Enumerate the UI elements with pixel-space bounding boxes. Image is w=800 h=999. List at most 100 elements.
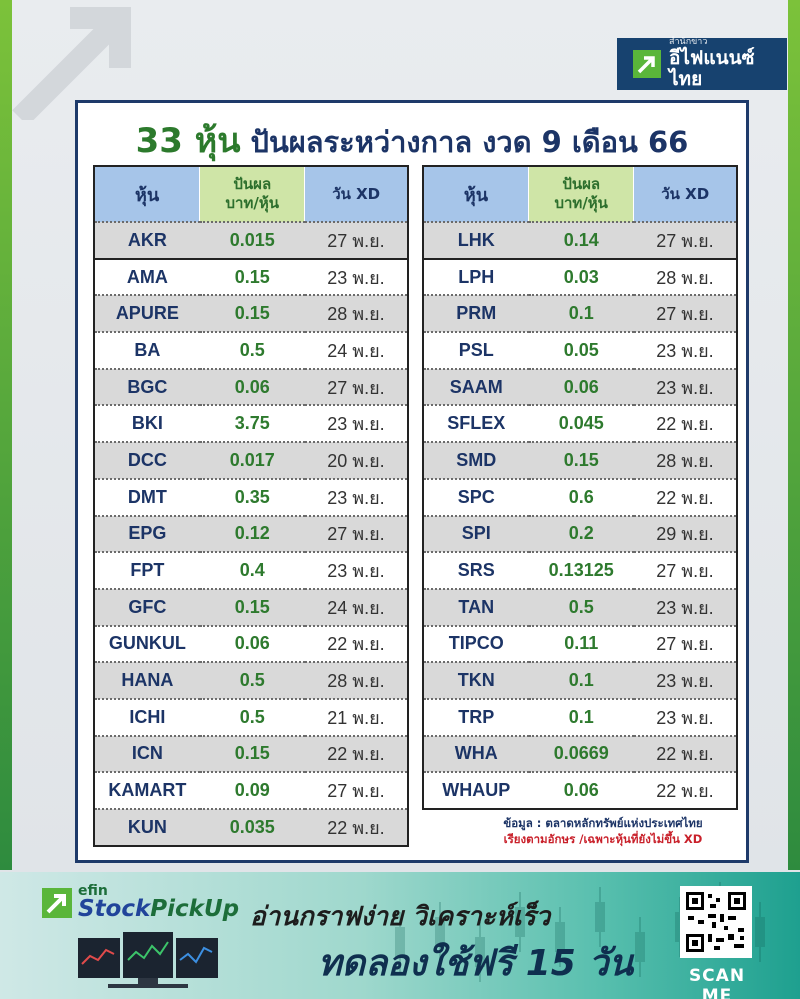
dividend-value: 0.14 — [528, 221, 634, 259]
dividend-value: 0.2 — [528, 514, 634, 553]
stock-symbol: TAN — [423, 587, 529, 626]
xd-date: 22 พ.ย. — [304, 624, 408, 663]
stock-symbol: SPC — [423, 477, 529, 516]
table-row: ICN 0.15 22 พ.ย. — [94, 734, 408, 773]
stock-symbol: AMA — [94, 257, 200, 296]
stock-symbol: HANA — [94, 661, 200, 699]
dividend-value: 0.06 — [199, 367, 305, 406]
qr-code-icon[interactable] — [680, 886, 752, 958]
table-row: LPH 0.03 28 พ.ย. — [423, 257, 737, 296]
title-count: 33 หุ้น — [135, 121, 241, 161]
table-row: BKI 3.75 23 พ.ย. — [94, 404, 408, 443]
logo-arrow-icon — [633, 50, 661, 78]
stock-symbol: EPG — [94, 514, 200, 553]
dividend-value: 0.12 — [199, 514, 305, 553]
dividend-value: 0.5 — [199, 661, 305, 699]
stock-symbol: SRS — [423, 551, 529, 589]
header-dividend: ปันผล บาท/หุ้น — [528, 166, 635, 222]
dividend-value: 0.15 — [199, 294, 305, 333]
table-row: GFC 0.15 24 พ.ย. — [94, 587, 408, 626]
header-dividend-line2: บาท/หุ้น — [225, 194, 279, 212]
dividend-value: 0.5 — [199, 697, 305, 736]
xd-date: 24 พ.ย. — [304, 587, 408, 626]
stock-symbol: KUN — [94, 808, 200, 846]
dividend-value: 0.35 — [199, 477, 305, 516]
xd-date: 23 พ.ย. — [633, 331, 737, 369]
header-xd: วัน XD — [633, 166, 738, 222]
table-row: WHAUP 0.06 22 พ.ย. — [423, 771, 737, 809]
stock-symbol: WHA — [423, 734, 529, 773]
table-row: BA 0.5 24 พ.ย. — [94, 331, 408, 369]
dividend-value: 0.0669 — [528, 734, 634, 773]
xd-date: 22 พ.ย. — [304, 734, 408, 773]
dividend-value: 0.05 — [528, 331, 634, 369]
scan-me-label: SCAN ME — [688, 966, 746, 999]
xd-date: 27 พ.ย. — [633, 624, 737, 663]
xd-date: 27 พ.ย. — [304, 771, 408, 809]
stock-symbol: SPI — [423, 514, 529, 553]
xd-date: 22 พ.ย. — [633, 734, 737, 773]
table-row: FPT 0.4 23 พ.ย. — [94, 551, 408, 589]
stock-symbol: BA — [94, 331, 200, 369]
stock-symbol: DCC — [94, 441, 200, 479]
page-title: 33 หุ้น ปันผลระหว่างกาล งวด 9 เดือน 66 — [78, 113, 746, 167]
banner-offer: ทดลองใช้ฟรี 15 วัน — [318, 943, 634, 984]
dividend-value: 0.017 — [199, 441, 305, 479]
xd-date: 28 พ.ย. — [304, 661, 408, 699]
table-header-row: หุ้น ปันผล บาท/หุ้น วัน XD — [94, 166, 409, 222]
stock-symbol: TIPCO — [423, 624, 529, 663]
table-row: PRM 0.1 27 พ.ย. — [423, 294, 737, 333]
xd-date: 22 พ.ย. — [633, 477, 737, 516]
table-row: AKR 0.015 27 พ.ย. — [94, 221, 408, 259]
dividend-table-left: หุ้น ปันผล บาท/หุ้น วัน XD AKR 0.015 27 พ.… — [93, 165, 409, 847]
stock-symbol: LHK — [423, 221, 529, 259]
dividend-value: 0.09 — [199, 771, 305, 809]
dividend-value: 0.15 — [199, 587, 305, 626]
stock-symbol: FPT — [94, 551, 200, 589]
dividend-value: 0.1 — [528, 294, 634, 333]
xd-date: 27 พ.ย. — [304, 514, 408, 553]
table-row: SPC 0.6 22 พ.ย. — [423, 477, 737, 516]
logo-subtitle: สำนักข่าว — [669, 37, 708, 48]
efin-brand-stock: Stock — [78, 896, 151, 922]
xd-date: 20 พ.ย. — [304, 441, 408, 479]
dividend-value: 0.5 — [528, 587, 634, 626]
table-row: SAAM 0.06 23 พ.ย. — [423, 367, 737, 406]
xd-date: 27 พ.ย. — [304, 221, 408, 259]
efin-brand-small: efin — [78, 883, 108, 899]
header-dividend-line2: บาท/หุ้น — [554, 194, 608, 212]
dividend-value: 0.15 — [199, 257, 305, 296]
table-row: HANA 0.5 28 พ.ย. — [94, 661, 408, 699]
dividend-value: 0.06 — [528, 771, 634, 809]
stock-symbol: BKI — [94, 404, 200, 443]
data-source: ข้อมูล : ตลาดหลักทรัพย์แห่งประเทศไทย — [503, 816, 703, 830]
banner-headline: อ่านกราฟง่าย วิเคราะห์เร็ว — [250, 902, 551, 932]
efin-arrow-icon — [42, 887, 72, 918]
stock-symbol: SMD — [423, 441, 529, 479]
header-dividend-line1: ปันผล — [562, 175, 601, 194]
title-text: ปันผลระหว่างกาล งวด 9 เดือน 66 — [240, 125, 689, 159]
dividend-value: 0.13125 — [528, 551, 634, 589]
table-row: GUNKUL 0.06 22 พ.ย. — [94, 624, 408, 663]
xd-date: 29 พ.ย. — [633, 514, 737, 553]
xd-date: 22 พ.ย. — [304, 808, 408, 846]
xd-date: 21 พ.ย. — [304, 697, 408, 736]
dividend-value: 0.15 — [528, 441, 634, 479]
stock-symbol: BGC — [94, 367, 200, 406]
table-row: KAMART 0.09 27 พ.ย. — [94, 771, 408, 809]
table-row: SPI 0.2 29 พ.ย. — [423, 514, 737, 553]
xd-date: 28 พ.ย. — [304, 294, 408, 333]
stock-symbol: GFC — [94, 587, 200, 626]
dividend-value: 0.06 — [528, 367, 634, 406]
dividend-value: 0.015 — [199, 221, 305, 259]
table-row: ICHI 0.5 21 พ.ย. — [94, 697, 408, 736]
dividend-value: 0.15 — [199, 734, 305, 773]
efin-brand-pickup: PickUp — [150, 896, 240, 922]
table-row: TRP 0.1 23 พ.ย. — [423, 697, 737, 736]
dividend-value: 0.06 — [199, 624, 305, 663]
table-row: SFLEX 0.045 22 พ.ย. — [423, 404, 737, 443]
xd-date: 28 พ.ย. — [633, 257, 737, 296]
table-header-row: หุ้น ปันผล บาท/หุ้น วัน XD — [423, 166, 738, 222]
header-stock: หุ้น — [423, 166, 529, 222]
promo-banner[interactable]: efin StockPickUp อ่านกราฟง่าย วิเคราะห์เ… — [0, 872, 800, 999]
